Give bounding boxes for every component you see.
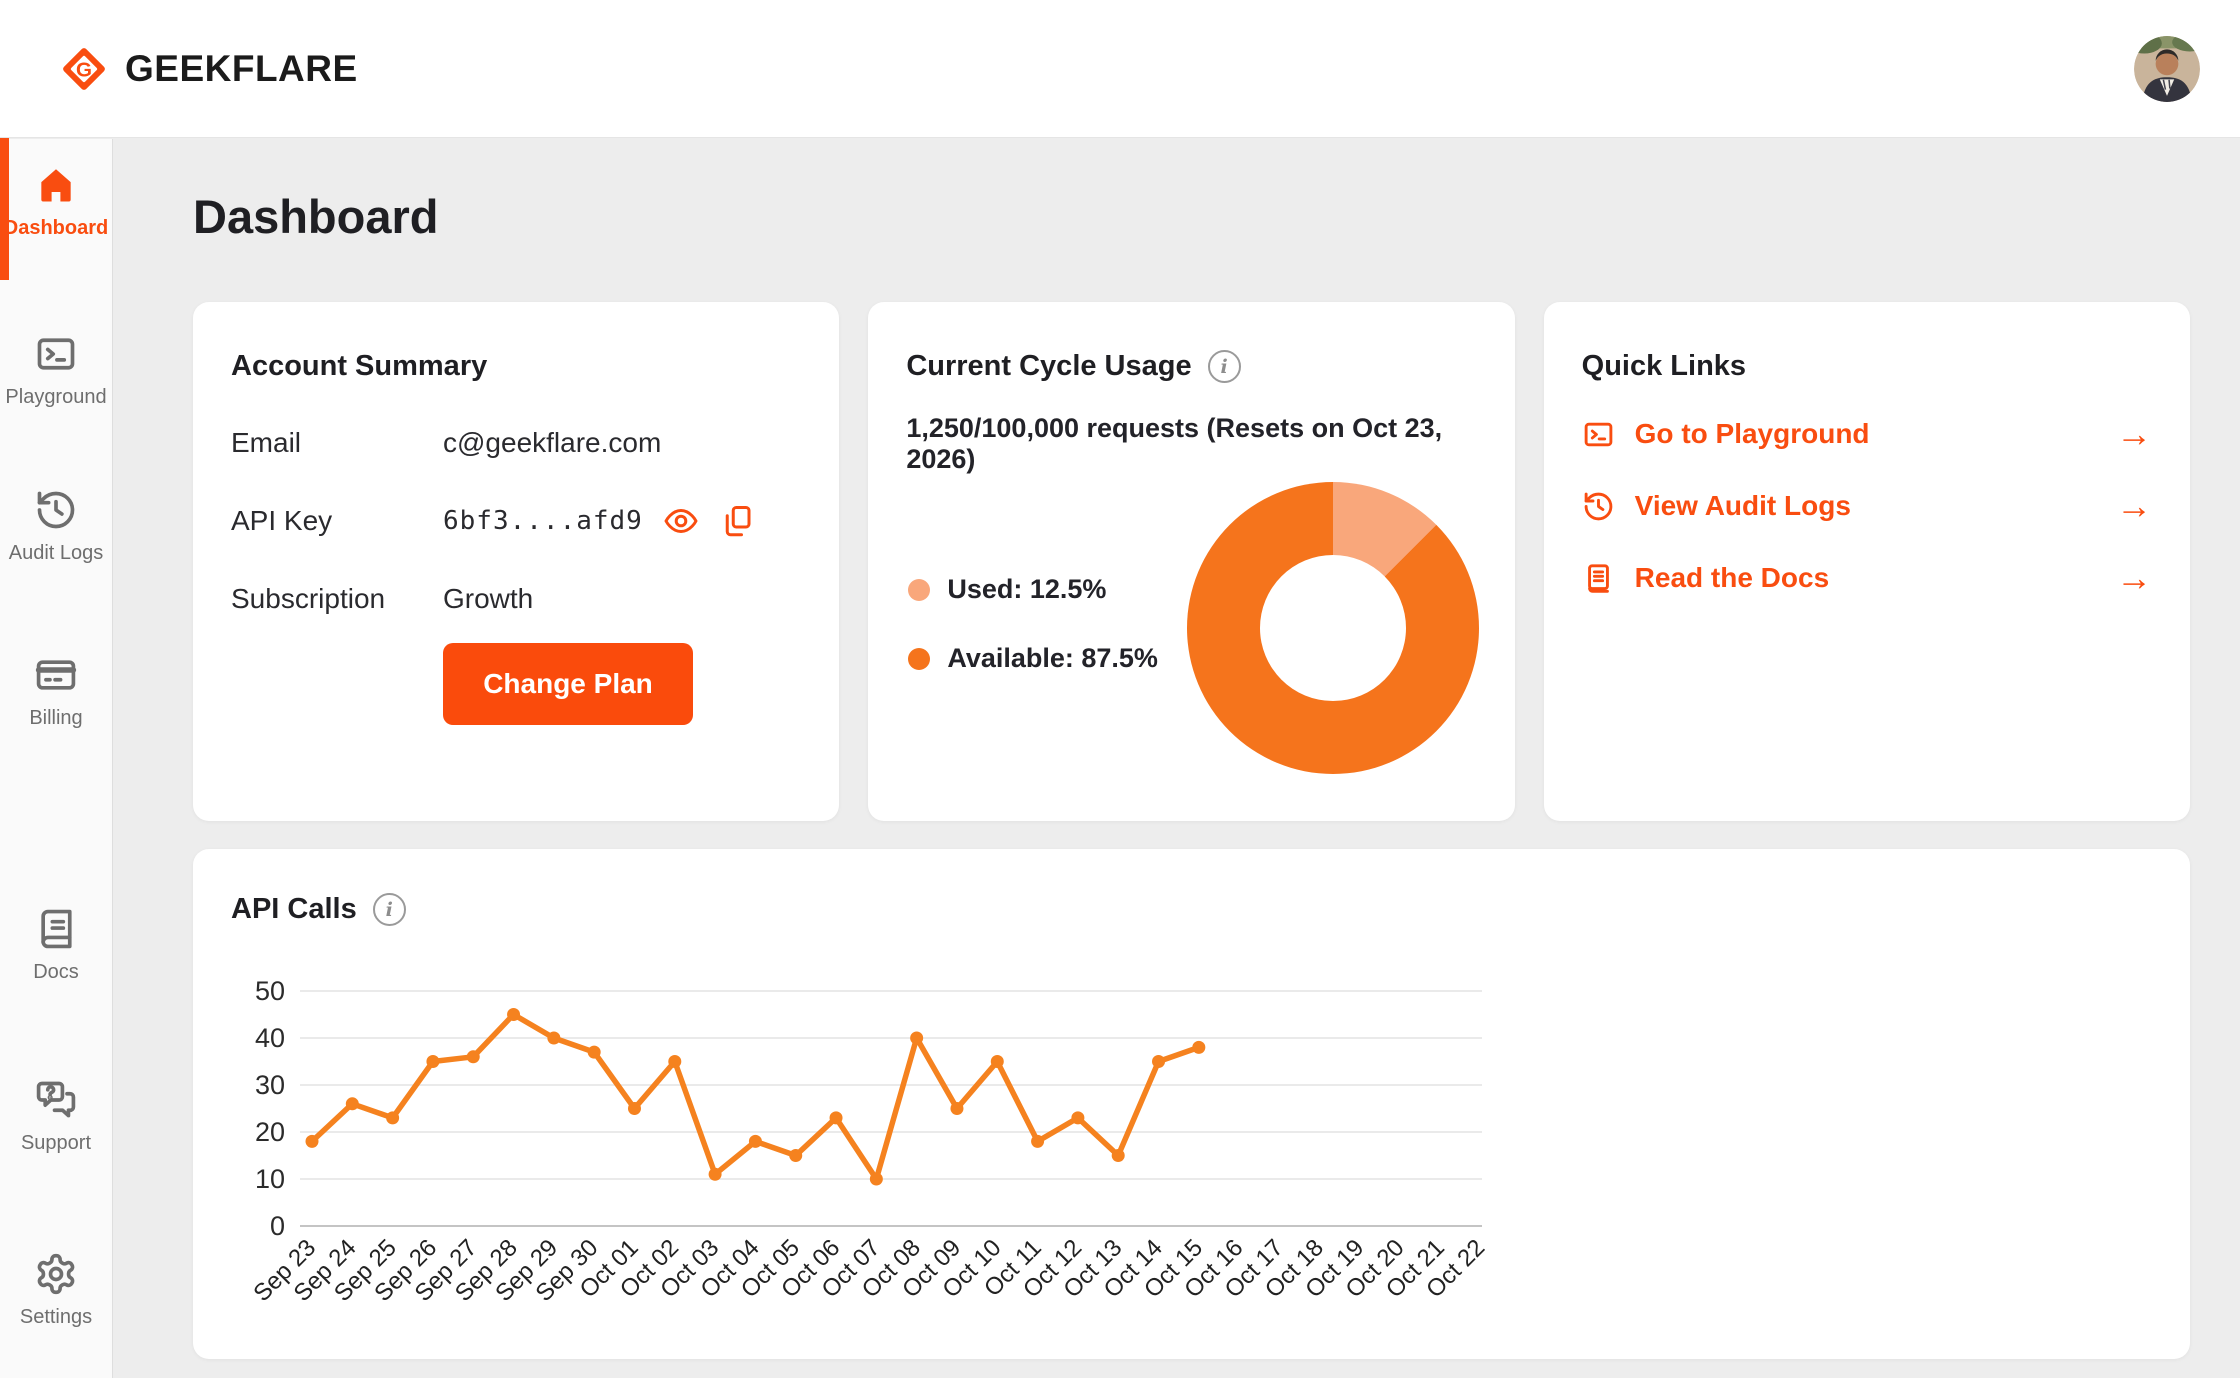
sidebar-item-label: Support (20, 1132, 92, 1154)
sidebar-item-support[interactable]: Support (0, 1078, 112, 1155)
svg-text:40: 40 (255, 1023, 285, 1053)
arrow-right-icon: → (2115, 413, 2152, 454)
brand-logo[interactable]: G GEEKFLARE (58, 43, 358, 95)
available-legend-label: Available: 87.5% (947, 643, 1158, 673)
sidebar-item-billing[interactable]: Billing (0, 653, 112, 730)
used-legend-label: Used: 12.5% (947, 574, 1107, 604)
sidebar-item-label: Settings (19, 1306, 93, 1328)
arrow-right-icon: → (2115, 557, 2152, 598)
sidebar-item-settings[interactable]: Settings (0, 1252, 112, 1329)
email-label: Email (231, 427, 302, 458)
quick-link-playground[interactable]: Go to Playground → (1582, 413, 2152, 455)
terminal-icon (1582, 418, 1615, 451)
main-content: Dashboard Account Summary Email c@geekfl… (114, 139, 2240, 1378)
terminal-icon (34, 332, 78, 376)
usage-donut-chart (1186, 482, 1479, 774)
api-calls-title: API Calls (231, 893, 357, 925)
sidebar-item-label: Docs (33, 961, 79, 983)
quick-links-title: Quick Links (1581, 350, 1747, 382)
info-icon[interactable] (372, 893, 406, 926)
brand-wordmark: GEEKFLARE (125, 47, 358, 89)
quick-link-docs[interactable]: Read the Docs → (1582, 557, 2152, 599)
svg-text:0: 0 (270, 1211, 285, 1241)
page-title: Dashboard (193, 190, 439, 243)
sidebar-item-docs[interactable]: Docs (0, 907, 112, 984)
sidebar-item-dashboard[interactable]: Dashboard (0, 129, 112, 280)
copy-icon (725, 506, 751, 537)
quick-link-label: Read the Docs (1634, 562, 1830, 593)
gear-icon (34, 1252, 78, 1296)
subscription-row: Subscription Growth (231, 583, 801, 615)
history-icon (1582, 490, 1615, 523)
legend-item-available: Available: 87.5% (908, 643, 1158, 674)
account-summary-card: Account Summary Email c@geekflare.com AP… (193, 302, 840, 821)
sidebar-item-label: Dashboard (3, 217, 109, 239)
usage-legend: Used: 12.5% Available: 87.5% (908, 574, 1158, 674)
sidebar-item-label: Playground (5, 386, 107, 408)
svg-text:G: G (76, 58, 92, 81)
sidebar-item-label: Audit Logs (8, 542, 104, 564)
email-value: c@geekflare.com (443, 427, 662, 458)
email-row: Email c@geekflare.com (231, 427, 801, 459)
sidebar: Dashboard Playground Audit Logs (0, 129, 113, 1378)
top-header: G GEEKFLARE (0, 0, 2240, 138)
subscription-value: Growth (443, 583, 534, 614)
quick-link-audit-logs[interactable]: View Audit Logs → (1582, 485, 2152, 527)
svg-text:50: 50 (255, 976, 285, 1006)
credit-card-icon (34, 653, 78, 697)
summary-cards-row: Account Summary Email c@geekflare.com AP… (193, 302, 2190, 821)
reveal-api-key-button[interactable] (663, 503, 699, 539)
usage-subtitle: 1,250/100,000 requests (Resets on Oct 23… (906, 413, 1443, 474)
current-cycle-usage-card: Current Cycle Usage 1,250/100,000 reques… (868, 302, 1515, 821)
eye-icon (664, 509, 698, 533)
home-icon (34, 163, 78, 207)
chat-question-icon (34, 1078, 78, 1122)
quick-link-label: Go to Playground (1634, 418, 1870, 449)
sidebar-item-playground[interactable]: Playground (0, 332, 112, 409)
svg-text:30: 30 (255, 1070, 285, 1100)
sidebar-item-label: Billing (29, 707, 83, 729)
subscription-label: Subscription (231, 583, 386, 614)
used-legend-dot (908, 578, 931, 601)
history-icon (34, 488, 78, 532)
svg-text:10: 10 (255, 1164, 285, 1194)
usage-title: Current Cycle Usage (906, 350, 1192, 382)
arrow-right-icon: → (2115, 485, 2152, 526)
journal-icon (1582, 562, 1615, 595)
quick-link-label: View Audit Logs (1634, 490, 1851, 521)
book-icon (34, 907, 78, 951)
change-plan-button[interactable]: Change Plan (443, 643, 693, 725)
legend-item-used: Used: 12.5% (908, 574, 1158, 605)
account-summary-title: Account Summary (231, 350, 488, 382)
available-legend-dot (908, 647, 931, 670)
quick-links-card: Quick Links Go to Playground → (1543, 302, 2190, 821)
svg-text:20: 20 (255, 1117, 285, 1147)
api-key-value: 6bf3....afd9 (443, 506, 643, 536)
sidebar-item-audit-logs[interactable]: Audit Logs (0, 488, 112, 565)
api-key-row: API Key 6bf3....afd9 (231, 503, 801, 539)
info-icon[interactable] (1207, 350, 1241, 383)
avatar-image (2134, 35, 2200, 102)
geekflare-logo-icon: G (58, 43, 110, 95)
user-avatar[interactable] (2134, 35, 2200, 102)
copy-api-key-button[interactable] (719, 503, 755, 539)
api-key-label: API Key (231, 505, 333, 536)
